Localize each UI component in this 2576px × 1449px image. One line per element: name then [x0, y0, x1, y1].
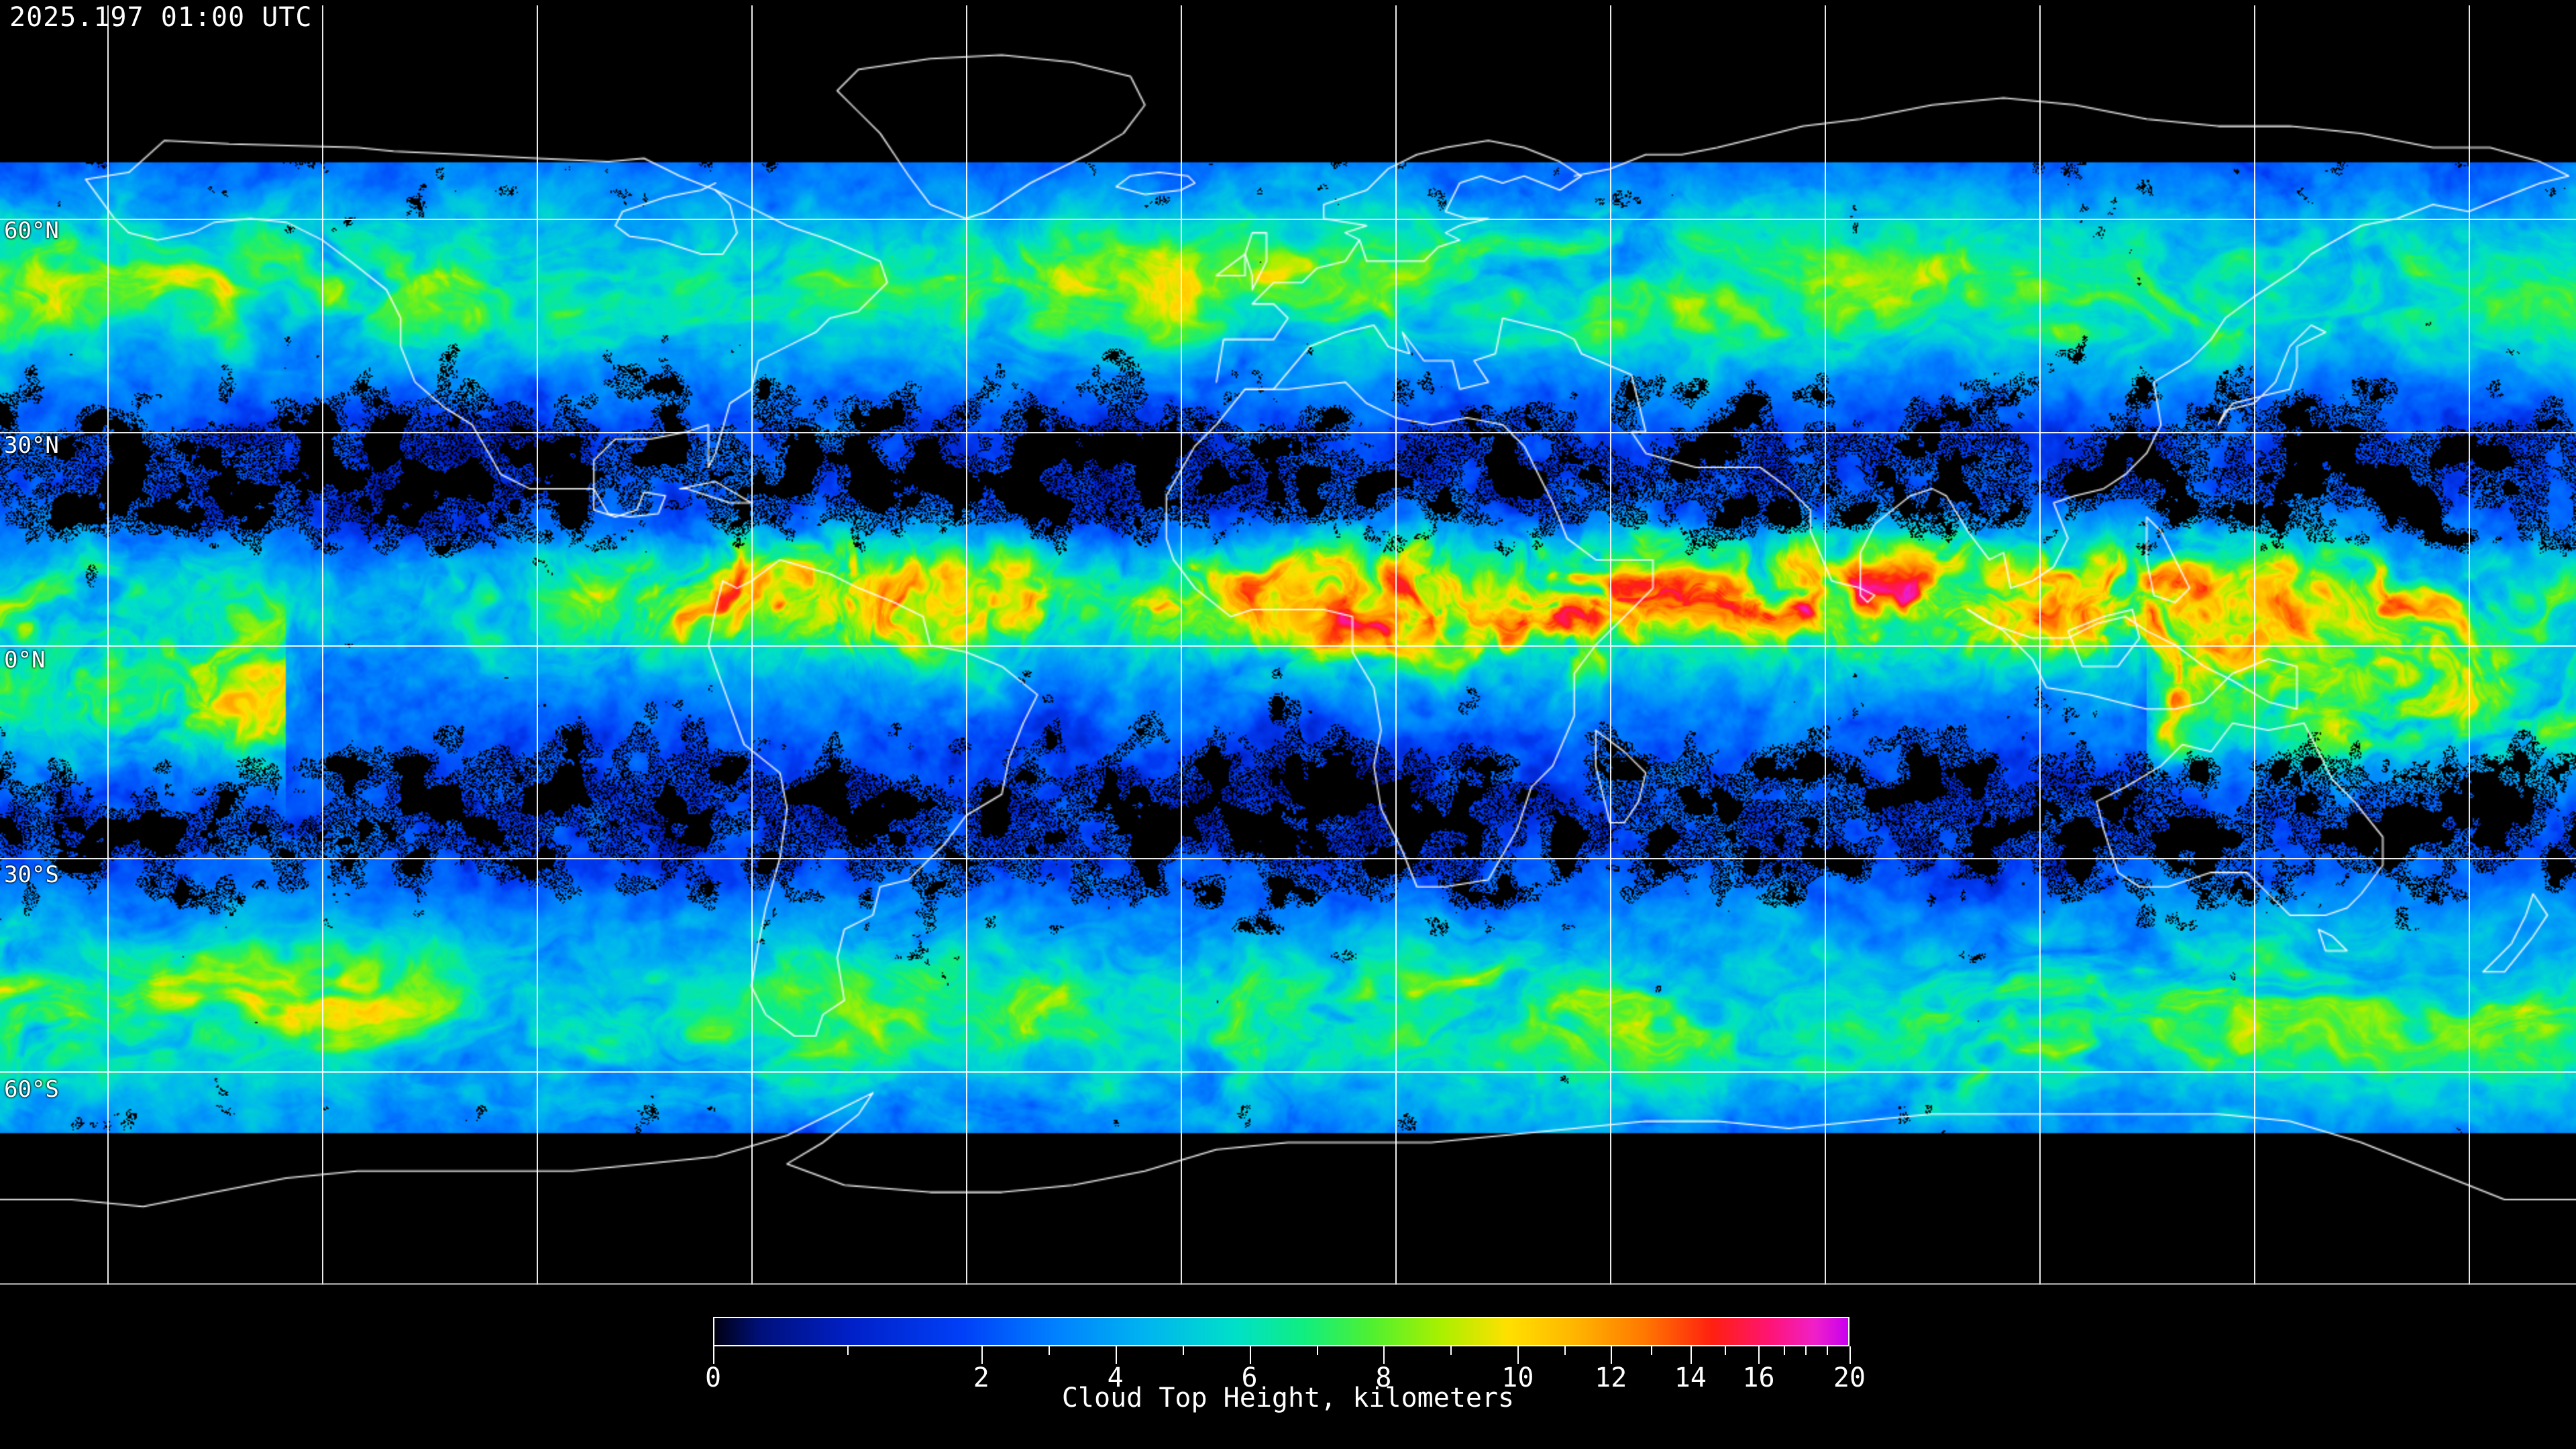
- colorbar-caption: Cloud Top Height, kilometers: [1061, 1383, 1515, 1413]
- colorbar-tick-label-20: 20: [1833, 1362, 1866, 1393]
- colorbar-tick-label-6: 6: [1241, 1362, 1258, 1393]
- colorbar-tick-label-8: 8: [1375, 1362, 1392, 1393]
- colorbar-tick-16: [1758, 1346, 1760, 1364]
- colorbar-tick-label-2: 2: [973, 1362, 989, 1393]
- map-bottom-rule: [0, 1283, 2576, 1285]
- latitude-label: 60°N: [4, 217, 59, 244]
- colorbar-tick-2: [981, 1346, 983, 1364]
- colorbar-frame: [713, 1317, 1849, 1346]
- latitude-label: 60°S: [4, 1076, 59, 1103]
- colorbar-legend: 0 2 4 6 8 10 12 14 16 20: [0, 1301, 2576, 1449]
- colorbar-tick-0: [713, 1346, 714, 1364]
- colorbar-tick-label-4: 4: [1107, 1362, 1124, 1393]
- colorbar-tick-6: [1249, 1346, 1251, 1364]
- colorbar-tick-5: [1182, 1346, 1184, 1355]
- colorbar-tick-label-14: 14: [1674, 1362, 1707, 1393]
- colorbar-tick-1: [847, 1346, 849, 1355]
- colorbar-tick-18: [1805, 1346, 1807, 1355]
- latitude-label: 30°S: [4, 861, 59, 888]
- colorbar-tick-17: [1783, 1346, 1785, 1355]
- latitude-label: 0°N: [4, 647, 46, 674]
- colorbar-gradient: [714, 1318, 1848, 1345]
- colorbar-tick-label-0: 0: [704, 1362, 722, 1393]
- colorbar-tick-12: [1611, 1346, 1613, 1364]
- colorbar-tick-15: [1724, 1346, 1726, 1355]
- colorbar-tick-8: [1383, 1346, 1385, 1364]
- colorbar-tick-label-16: 16: [1742, 1362, 1775, 1393]
- colorbar-tick-9: [1450, 1346, 1452, 1355]
- cloud-top-height-raster: [0, 5, 2576, 1285]
- colorbar-tick-label-12: 12: [1595, 1362, 1627, 1393]
- colorbar-tick-19: [1827, 1346, 1829, 1355]
- colorbar-tick-3: [1048, 1346, 1050, 1355]
- colorbar-tick-11: [1564, 1346, 1566, 1355]
- colorbar-tick-4: [1115, 1346, 1117, 1364]
- colorbar-tick-10: [1517, 1346, 1519, 1364]
- colorbar-tick-14: [1690, 1346, 1692, 1364]
- timestamp-label: 2025.197 01:00 UTC: [9, 2, 313, 33]
- colorbar[interactable]: [713, 1317, 1849, 1346]
- colorbar-tick-label-10: 10: [1501, 1362, 1534, 1393]
- colorbar-tick-labels: 0 2 4 6 8 10 12 14 16 20: [0, 1363, 2576, 1394]
- global-map-panel[interactable]: 60°N 30°N 0°N 30°S 60°S: [0, 5, 2576, 1285]
- colorbar-tick-20: [1849, 1346, 1851, 1364]
- colorbar-ticks: [713, 1346, 1851, 1366]
- colorbar-tick-7: [1316, 1346, 1318, 1355]
- colorbar-tick-13: [1650, 1346, 1652, 1355]
- latitude-label: 30°N: [4, 432, 59, 459]
